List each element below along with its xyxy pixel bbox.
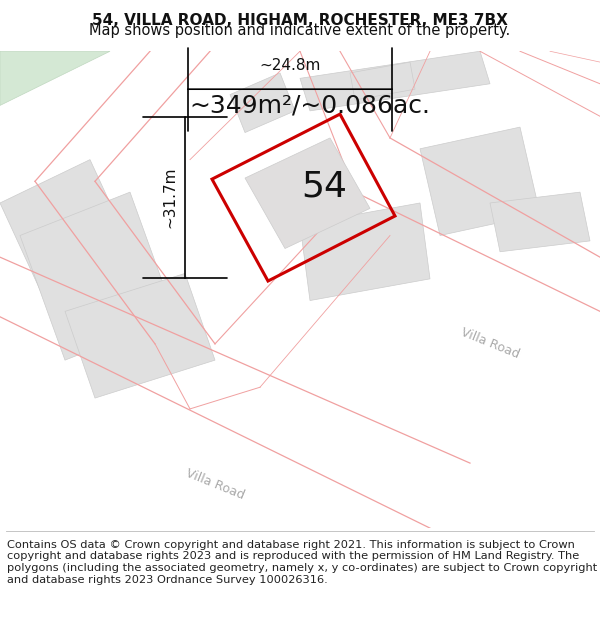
- Text: 54: 54: [301, 170, 347, 204]
- Polygon shape: [245, 138, 370, 249]
- Polygon shape: [0, 51, 110, 106]
- Text: Map shows position and indicative extent of the property.: Map shows position and indicative extent…: [89, 23, 511, 39]
- Polygon shape: [230, 73, 295, 132]
- Text: 54, VILLA ROAD, HIGHAM, ROCHESTER, ME3 7BX: 54, VILLA ROAD, HIGHAM, ROCHESTER, ME3 7…: [92, 12, 508, 28]
- Polygon shape: [20, 192, 175, 360]
- Text: Contains OS data © Crown copyright and database right 2021. This information is : Contains OS data © Crown copyright and d…: [7, 540, 598, 584]
- Polygon shape: [420, 127, 540, 236]
- Text: ~349m²/~0.086ac.: ~349m²/~0.086ac.: [190, 94, 431, 118]
- Text: ~24.8m: ~24.8m: [259, 58, 320, 73]
- Polygon shape: [490, 192, 590, 252]
- Text: Villa Road: Villa Road: [184, 467, 246, 502]
- Polygon shape: [300, 203, 430, 301]
- Polygon shape: [350, 62, 415, 100]
- Text: Villa Road: Villa Road: [459, 326, 521, 361]
- Polygon shape: [0, 159, 140, 311]
- Text: ~31.7m: ~31.7m: [162, 167, 177, 228]
- Polygon shape: [65, 273, 215, 398]
- Polygon shape: [300, 51, 490, 111]
